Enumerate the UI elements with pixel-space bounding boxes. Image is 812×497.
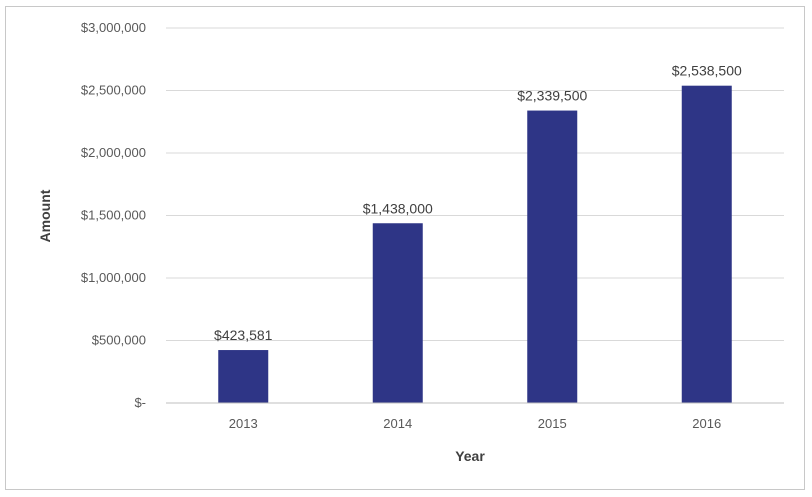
data-label: $423,581 xyxy=(214,327,273,343)
y-tick-label: $500,000 xyxy=(92,333,146,348)
y-tick-label: $1,000,000 xyxy=(81,270,146,285)
bar xyxy=(372,223,423,403)
bar xyxy=(681,85,732,403)
y-axis-ticks: $- $500,000 $1,000,000 $1,500,000 $2,000,000… xyxy=(81,20,146,410)
y-tick-label: $2,000,000 xyxy=(81,145,146,160)
y-axis-title: Amount xyxy=(37,189,53,242)
bar xyxy=(527,110,578,403)
data-label: $2,538,500 xyxy=(672,63,742,79)
y-tick-label: $- xyxy=(134,395,146,410)
data-label: $2,339,500 xyxy=(517,88,587,104)
y-tick-label: $1,500,000 xyxy=(81,208,146,223)
x-tick-label: 2015 xyxy=(538,416,567,431)
y-tick-label: $3,000,000 xyxy=(81,20,146,35)
bar xyxy=(218,350,269,403)
y-tick-label: $2,500,000 xyxy=(81,83,146,98)
x-tick-label: 2016 xyxy=(692,416,721,431)
gridlines xyxy=(166,27,784,341)
x-tick-label: 2013 xyxy=(229,416,258,431)
data-label: $1,438,000 xyxy=(363,200,433,216)
data-labels: $423,581 $1,438,000 $2,339,500 $2,538,500 xyxy=(214,63,742,343)
x-tick-label: 2014 xyxy=(383,416,412,431)
bars xyxy=(218,85,732,403)
x-axis-title: Year xyxy=(455,448,485,464)
x-axis-ticks: 2013 2014 2015 2016 xyxy=(229,416,721,431)
